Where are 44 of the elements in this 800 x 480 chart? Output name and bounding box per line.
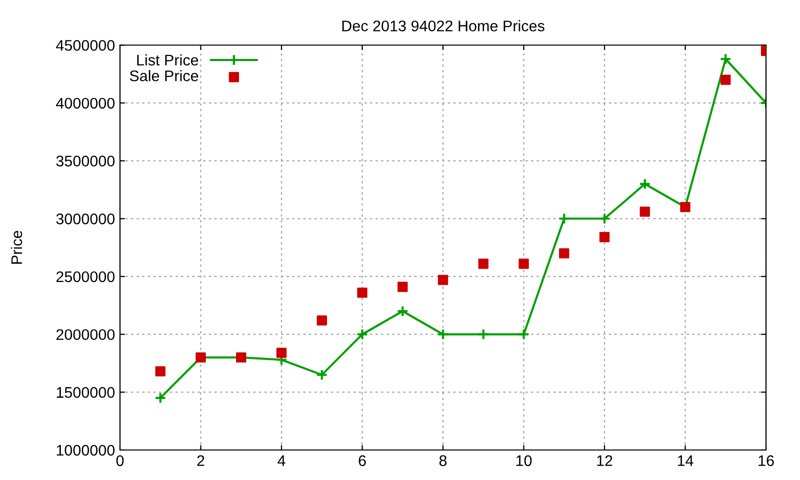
x-tick-label: 8: [439, 455, 447, 466]
point: [438, 274, 448, 286]
x-tick-label: 12: [597, 455, 612, 466]
legend-label: List Price: [137, 54, 198, 66]
point: [598, 212, 610, 225]
point: [154, 392, 166, 404]
x-tick-label: 2: [197, 455, 204, 466]
x-tick-label: 6: [358, 455, 366, 466]
y-tick-label: 4000000: [56, 98, 115, 109]
chart-title: Dec 2013 94022 Home Prices: [342, 20, 544, 32]
y-axis-title: Price: [10, 230, 22, 264]
y-tick-label: 3000000: [56, 214, 115, 224]
x-tick-label: 14: [678, 455, 694, 466]
y-tick-label: 1000000: [56, 444, 115, 456]
point: [437, 328, 449, 340]
point: [720, 74, 731, 85]
point: [558, 212, 570, 225]
x-tick-label: 16: [758, 455, 774, 466]
point: [357, 288, 368, 298]
point: [316, 315, 327, 326]
y-tick-label: 4500000: [56, 40, 115, 51]
x-tick-label: 10: [516, 455, 532, 466]
y-tick-label: 2000000: [56, 329, 115, 340]
point: [396, 305, 409, 318]
point: [398, 282, 408, 292]
legend-label: Sale Price: [130, 70, 198, 82]
x-tick-label: 4: [278, 455, 286, 466]
point: [599, 232, 610, 242]
point: [638, 178, 651, 190]
point: [356, 328, 368, 340]
point: [316, 368, 328, 381]
point: [276, 348, 287, 358]
point: [518, 328, 530, 340]
point: [477, 328, 490, 340]
y-tick-label: 3500000: [56, 156, 115, 166]
y-tick-label: 1500000: [56, 387, 115, 398]
point: [155, 366, 166, 376]
point: [518, 258, 529, 269]
point: [720, 53, 732, 65]
point: [478, 258, 488, 269]
point: [559, 248, 570, 258]
point: [640, 206, 650, 217]
y-tick-label: 2500000: [56, 271, 115, 282]
x-tick-label: 0: [116, 455, 124, 466]
